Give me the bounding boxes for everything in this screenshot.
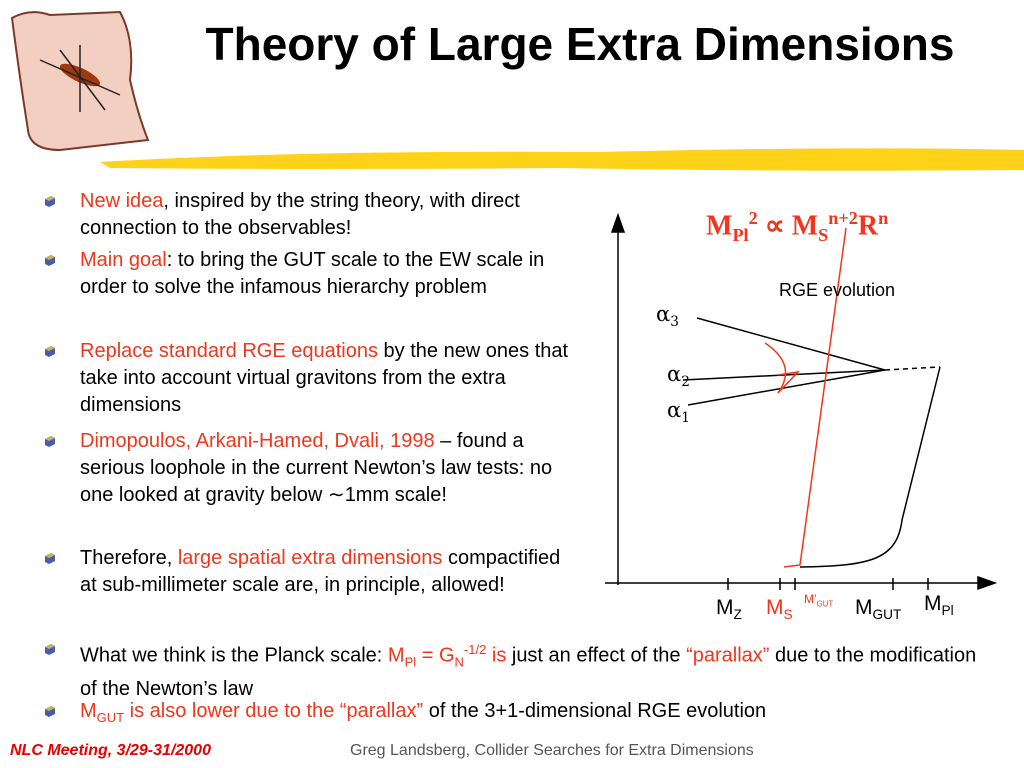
alpha-label: α1 bbox=[667, 398, 690, 426]
text-run: M bbox=[924, 592, 942, 615]
text-run: M bbox=[706, 210, 733, 242]
text-run: M’ bbox=[804, 592, 817, 606]
bullet: Therefore, large spatial extra dimension… bbox=[45, 545, 570, 599]
footer-author: Greg Landsberg, Collider Searches for Ex… bbox=[350, 742, 754, 759]
text-run: 2 bbox=[681, 374, 690, 391]
text-run: is bbox=[486, 644, 507, 667]
text-run: M bbox=[387, 644, 405, 667]
text-run: S bbox=[818, 224, 829, 245]
bullet: Replace standard RGE equations by the ne… bbox=[45, 338, 570, 419]
alpha-label: α3 bbox=[656, 302, 679, 330]
bullet-icon bbox=[45, 644, 55, 655]
text-run: α bbox=[667, 362, 682, 386]
bullet: What we think is the Planck scale: MPl =… bbox=[45, 636, 990, 703]
bullet: Main goal: to bring the GUT scale to the… bbox=[45, 247, 570, 301]
text-run: Pl bbox=[404, 654, 417, 670]
footer-meeting: NLC Meeting, 3/29-31/2000 bbox=[10, 742, 211, 759]
text-run: GUT bbox=[816, 599, 834, 609]
text-run: N bbox=[454, 654, 464, 670]
text-run: 3 bbox=[670, 314, 679, 331]
text-run: M bbox=[80, 700, 97, 722]
text-run: n bbox=[878, 208, 889, 228]
axis-label: MGUT bbox=[855, 596, 901, 622]
text-run: by the new ones that take into account v… bbox=[80, 340, 569, 416]
text-run: GUT bbox=[872, 607, 902, 623]
text-run: 1 bbox=[681, 410, 690, 427]
text-run: Z bbox=[733, 607, 742, 623]
text-run: = G bbox=[416, 644, 455, 667]
text-run: GUT bbox=[96, 710, 125, 725]
text-run: S bbox=[783, 607, 793, 623]
text-run: M bbox=[766, 596, 784, 619]
formula: MPl2 ∝ MSn+2Rn bbox=[706, 208, 888, 246]
text-run: 2 bbox=[748, 208, 758, 228]
text-run: ∝ M bbox=[757, 210, 819, 242]
text-run: is also lower due to the “parallax” bbox=[124, 700, 424, 722]
text-run: “parallax” bbox=[686, 644, 770, 667]
axis-label: MS bbox=[766, 596, 793, 622]
axis-label: MZ bbox=[716, 596, 742, 622]
text-run: : to bring the GUT scale to the EW scale… bbox=[80, 249, 545, 298]
bullet-icon bbox=[45, 196, 55, 207]
text-run: Main goal bbox=[80, 249, 167, 271]
text-run: Dimopoulos, Arkani-Hamed, Dvali, 1998 bbox=[80, 430, 435, 452]
bullet-icon bbox=[45, 553, 55, 564]
title: Theory of Large Extra Dimensions bbox=[205, 18, 955, 70]
text-run: of the 3+1-dimensional RGE evolution bbox=[423, 700, 767, 722]
text-run: , inspired by the string theory, with di… bbox=[80, 190, 520, 239]
scroll-icon bbox=[10, 10, 150, 152]
highlight-stroke bbox=[100, 148, 1024, 171]
text-run: Pl bbox=[732, 224, 749, 245]
bullet: MGUT is also lower due to the “parallax”… bbox=[45, 698, 990, 731]
text-run: R bbox=[857, 210, 879, 242]
text-run: M bbox=[716, 596, 734, 619]
text-run: -1/2 bbox=[463, 642, 487, 657]
rge-diagram bbox=[605, 212, 998, 591]
text-run: – found a serious loophole in the curren… bbox=[80, 430, 553, 506]
axis-label: M’GUT bbox=[804, 592, 833, 608]
text-run: Replace standard RGE equations bbox=[80, 340, 378, 362]
axis-label: MPl bbox=[924, 592, 954, 618]
bullet-icon bbox=[45, 346, 55, 357]
text-run: What we think is the Planck scale: bbox=[80, 644, 388, 667]
text-run: New idea bbox=[80, 190, 164, 212]
text-run: large spatial extra dimensions bbox=[177, 547, 443, 569]
alpha-label: α2 bbox=[667, 362, 690, 390]
text-run: due to the modification of the Newton’s … bbox=[80, 644, 977, 700]
text-run: compactified at sub-millimeter scale are… bbox=[80, 547, 561, 596]
caption: RGE evolution bbox=[779, 280, 896, 300]
text-run: n+2 bbox=[828, 208, 858, 228]
text-run: Pl bbox=[941, 603, 954, 619]
bullet: New idea, inspired by the string theory,… bbox=[45, 188, 570, 242]
bullet-icon bbox=[45, 706, 55, 717]
text-run: Therefore, bbox=[80, 547, 178, 569]
text-run: M bbox=[855, 596, 873, 619]
text-run: just an effect of the bbox=[506, 644, 687, 667]
text-run: α bbox=[667, 398, 682, 422]
bullet-icon bbox=[45, 436, 55, 447]
bullet: Dimopoulos, Arkani-Hamed, Dvali, 1998 – … bbox=[45, 428, 570, 509]
bullet-icon bbox=[45, 255, 55, 266]
text-run: α bbox=[656, 302, 671, 326]
